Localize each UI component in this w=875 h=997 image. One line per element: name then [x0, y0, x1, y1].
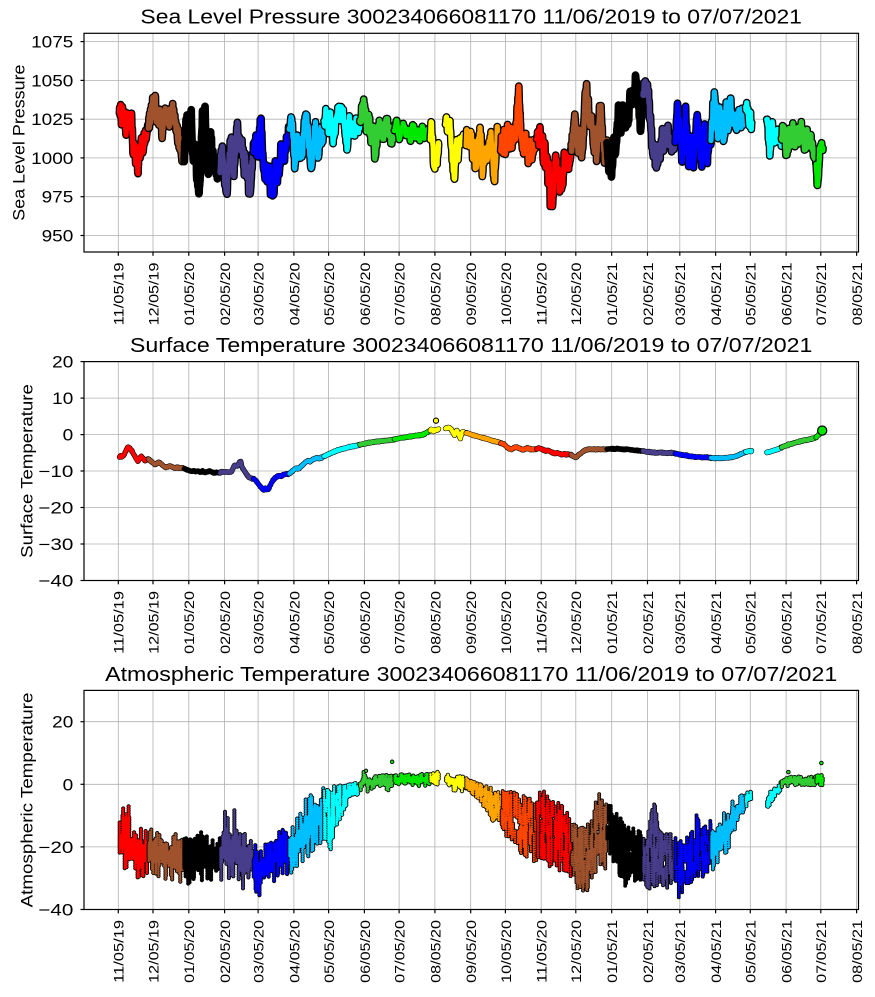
svg-text:Surface Temperature: Surface Temperature: [18, 384, 37, 558]
svg-text:06/05/20: 06/05/20: [357, 262, 373, 325]
svg-text:11/05/20: 11/05/20: [534, 262, 550, 325]
svg-text:1000: 1000: [31, 149, 73, 168]
svg-text:03/05/20: 03/05/20: [251, 920, 267, 983]
svg-text:−40: −40: [38, 572, 73, 591]
svg-text:03/05/21: 03/05/21: [672, 262, 688, 325]
svg-text:03/05/20: 03/05/20: [251, 262, 267, 325]
svg-text:08/05/20: 08/05/20: [427, 262, 443, 325]
svg-text:03/05/21: 03/05/21: [672, 591, 688, 654]
svg-text:12/05/19: 12/05/19: [145, 262, 161, 325]
svg-text:10/05/20: 10/05/20: [498, 591, 514, 654]
svg-text:07/05/20: 07/05/20: [392, 262, 408, 325]
svg-text:02/05/21: 02/05/21: [640, 591, 656, 654]
svg-text:08/05/21: 08/05/21: [849, 591, 865, 654]
svg-text:02/05/20: 02/05/20: [217, 591, 233, 654]
svg-text:11/05/19: 11/05/19: [111, 920, 127, 983]
svg-text:08/05/21: 08/05/21: [849, 262, 865, 325]
svg-text:0: 0: [63, 426, 74, 445]
svg-text:04/05/21: 04/05/21: [708, 262, 724, 325]
svg-text:07/05/20: 07/05/20: [392, 591, 408, 654]
svg-text:12/05/20: 12/05/20: [568, 920, 584, 983]
svg-text:−30: −30: [38, 535, 73, 554]
svg-text:20: 20: [52, 353, 73, 372]
svg-text:Sea Level Pressure 30023406608: Sea Level Pressure 300234066081170 11/06…: [140, 7, 802, 29]
svg-text:05/05/20: 05/05/20: [321, 262, 337, 325]
svg-text:08/05/20: 08/05/20: [427, 920, 443, 983]
svg-text:01/05/20: 01/05/20: [181, 920, 197, 983]
svg-text:11/05/20: 11/05/20: [534, 920, 550, 983]
svg-text:07/05/21: 07/05/21: [813, 591, 829, 654]
svg-text:07/05/21: 07/05/21: [813, 262, 829, 325]
svg-text:01/05/21: 01/05/21: [604, 262, 620, 325]
svg-text:02/05/21: 02/05/21: [640, 920, 656, 983]
svg-text:10: 10: [52, 389, 73, 408]
svg-text:06/05/21: 06/05/21: [779, 920, 795, 983]
svg-text:05/05/20: 05/05/20: [321, 591, 337, 654]
svg-text:08/05/20: 08/05/20: [427, 591, 443, 654]
svg-text:04/05/20: 04/05/20: [286, 591, 302, 654]
svg-text:12/05/19: 12/05/19: [145, 920, 161, 983]
svg-text:−20: −20: [38, 499, 73, 518]
svg-text:11/05/20: 11/05/20: [534, 591, 550, 654]
svg-text:07/05/21: 07/05/21: [813, 920, 829, 983]
svg-text:04/05/20: 04/05/20: [286, 262, 302, 325]
svg-text:04/05/20: 04/05/20: [286, 920, 302, 983]
svg-text:20: 20: [52, 713, 73, 732]
svg-text:05/05/21: 05/05/21: [743, 262, 759, 325]
svg-text:07/05/20: 07/05/20: [392, 920, 408, 983]
svg-text:03/05/21: 03/05/21: [672, 920, 688, 983]
svg-text:12/05/20: 12/05/20: [568, 262, 584, 325]
svg-text:−20: −20: [38, 838, 73, 857]
svg-text:03/05/20: 03/05/20: [251, 591, 267, 654]
svg-text:1050: 1050: [31, 71, 73, 90]
svg-text:1075: 1075: [31, 33, 73, 52]
svg-text:Atmospheric Temperature: Atmospheric Temperature: [18, 693, 37, 908]
svg-text:01/05/21: 01/05/21: [604, 591, 620, 654]
svg-text:02/05/21: 02/05/21: [640, 262, 656, 325]
svg-text:950: 950: [42, 227, 74, 246]
svg-text:10/05/20: 10/05/20: [498, 920, 514, 983]
svg-text:12/05/20: 12/05/20: [568, 591, 584, 654]
svg-text:1025: 1025: [31, 110, 73, 129]
svg-text:05/05/21: 05/05/21: [743, 591, 759, 654]
svg-text:Sea Level Pressure: Sea Level Pressure: [10, 65, 29, 221]
svg-text:01/05/20: 01/05/20: [181, 262, 197, 325]
svg-text:09/05/20: 09/05/20: [463, 591, 479, 654]
svg-text:01/05/21: 01/05/21: [604, 920, 620, 983]
svg-text:0: 0: [63, 775, 74, 794]
svg-text:06/05/21: 06/05/21: [779, 591, 795, 654]
svg-text:09/05/20: 09/05/20: [463, 262, 479, 325]
svg-text:12/05/19: 12/05/19: [145, 591, 161, 654]
svg-text:06/05/20: 06/05/20: [357, 591, 373, 654]
svg-text:06/05/20: 06/05/20: [357, 920, 373, 983]
svg-text:−40: −40: [38, 901, 73, 920]
svg-text:Surface Temperature 3002340660: Surface Temperature 300234066081170 11/0…: [130, 335, 812, 357]
svg-text:05/05/21: 05/05/21: [743, 920, 759, 983]
svg-text:11/05/19: 11/05/19: [111, 591, 127, 654]
svg-text:975: 975: [42, 188, 74, 207]
svg-text:02/05/20: 02/05/20: [217, 262, 233, 325]
svg-text:08/05/21: 08/05/21: [849, 920, 865, 983]
svg-text:05/05/20: 05/05/20: [321, 920, 337, 983]
svg-text:−10: −10: [38, 462, 73, 481]
svg-text:Atmospheric Temperature 300234: Atmospheric Temperature 300234066081170 …: [105, 664, 837, 686]
svg-text:06/05/21: 06/05/21: [779, 262, 795, 325]
svg-text:04/05/21: 04/05/21: [708, 920, 724, 983]
svg-text:11/05/19: 11/05/19: [111, 262, 127, 325]
svg-text:09/05/20: 09/05/20: [463, 920, 479, 983]
svg-text:02/05/20: 02/05/20: [217, 920, 233, 983]
svg-text:10/05/20: 10/05/20: [498, 262, 514, 325]
svg-text:01/05/20: 01/05/20: [181, 591, 197, 654]
svg-text:04/05/21: 04/05/21: [708, 591, 724, 654]
